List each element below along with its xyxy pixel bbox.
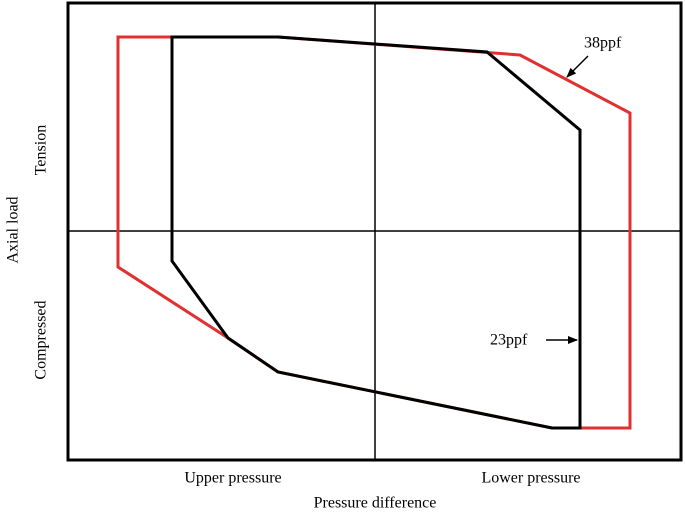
x-region-label: Upper pressure bbox=[184, 470, 281, 487]
y-axis-label: Axial load bbox=[5, 196, 22, 263]
x-region-label: Lower pressure bbox=[481, 470, 580, 487]
label-arrow bbox=[566, 55, 589, 78]
curve-38ppf bbox=[116, 35, 632, 430]
curve-label: 23ppf bbox=[490, 332, 528, 349]
curve-label: 38ppf bbox=[584, 35, 622, 52]
x-axis-label: Pressure difference bbox=[314, 495, 437, 512]
y-region-label: Tension bbox=[33, 125, 50, 175]
curve-23ppf bbox=[170, 35, 582, 430]
y-region-label: Compressed bbox=[33, 300, 50, 379]
